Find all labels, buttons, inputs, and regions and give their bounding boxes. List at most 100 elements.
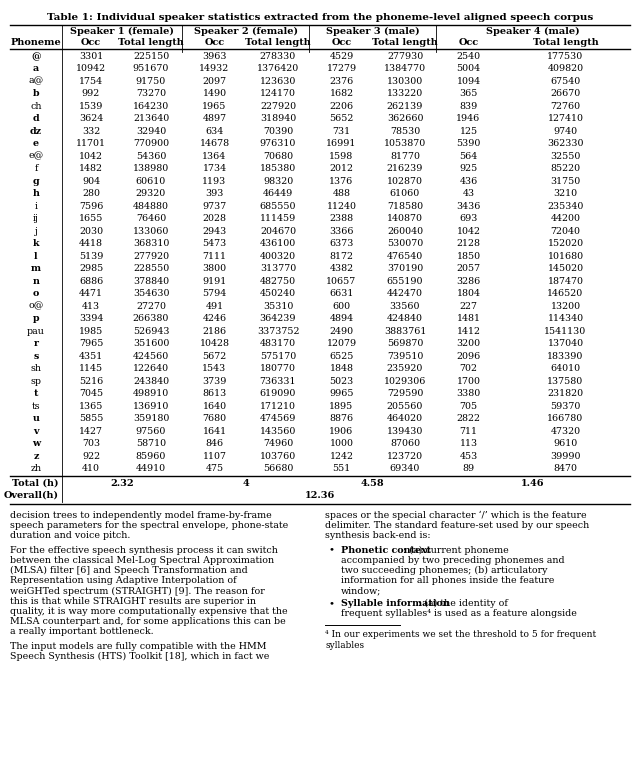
Text: 9191: 9191 <box>202 277 227 285</box>
Text: 11701: 11701 <box>76 139 106 148</box>
Text: h: h <box>33 189 40 198</box>
Text: 705: 705 <box>460 402 477 411</box>
Text: 3394: 3394 <box>79 314 103 323</box>
Text: 1804: 1804 <box>456 289 481 298</box>
Text: 1145: 1145 <box>79 364 103 373</box>
Text: 122640: 122640 <box>133 364 169 373</box>
Text: 569870: 569870 <box>387 339 423 348</box>
Text: 1107: 1107 <box>202 452 227 461</box>
Text: 70390: 70390 <box>263 127 293 136</box>
Text: 5139: 5139 <box>79 252 103 261</box>
Text: 318940: 318940 <box>260 115 296 123</box>
Text: v: v <box>33 427 39 436</box>
Text: 482750: 482750 <box>260 277 296 285</box>
Text: 164230: 164230 <box>133 102 169 111</box>
Text: a really important bottleneck.: a really important bottleneck. <box>10 628 154 636</box>
Text: : (a) the identity of: : (a) the identity of <box>418 599 508 608</box>
Text: Occ: Occ <box>81 38 101 47</box>
Text: j: j <box>35 227 37 236</box>
Text: 9965: 9965 <box>329 389 354 398</box>
Text: pau: pau <box>27 327 45 335</box>
Text: 5390: 5390 <box>456 139 481 148</box>
Text: 85220: 85220 <box>550 164 580 173</box>
Text: 35310: 35310 <box>263 302 293 310</box>
Text: 1042: 1042 <box>79 152 103 161</box>
Text: 424560: 424560 <box>133 351 169 361</box>
Text: 69340: 69340 <box>390 465 420 474</box>
Text: Total length: Total length <box>245 38 311 47</box>
Text: 1242: 1242 <box>330 452 353 461</box>
Text: 2943: 2943 <box>202 227 227 236</box>
Text: 11240: 11240 <box>326 202 356 211</box>
Text: 204670: 204670 <box>260 227 296 236</box>
Text: sp: sp <box>31 376 42 386</box>
Text: 5004: 5004 <box>456 65 481 74</box>
Text: 227920: 227920 <box>260 102 296 111</box>
Text: 2028: 2028 <box>202 214 227 223</box>
Text: 262139: 262139 <box>387 102 423 111</box>
Text: 123630: 123630 <box>260 77 296 86</box>
Text: 450240: 450240 <box>260 289 296 298</box>
Text: 76460: 76460 <box>136 214 166 223</box>
Text: 3380: 3380 <box>456 389 481 398</box>
Text: 67540: 67540 <box>550 77 580 86</box>
Text: 351600: 351600 <box>133 339 169 348</box>
Text: Total length: Total length <box>532 38 598 47</box>
Text: 136910: 136910 <box>133 402 169 411</box>
Text: 453: 453 <box>460 452 477 461</box>
Text: 97560: 97560 <box>136 427 166 436</box>
Text: a: a <box>33 65 39 74</box>
Text: 1193: 1193 <box>202 177 227 186</box>
Text: 2186: 2186 <box>202 327 227 335</box>
Text: Total length: Total length <box>372 38 438 47</box>
Text: 1985: 1985 <box>79 327 103 335</box>
Text: 634: 634 <box>205 127 223 136</box>
Text: 4382: 4382 <box>330 264 353 273</box>
Text: 3373752: 3373752 <box>257 327 300 335</box>
Text: l: l <box>34 252 38 261</box>
Text: m: m <box>31 264 41 273</box>
Text: 436100: 436100 <box>260 239 296 248</box>
Text: 1598: 1598 <box>330 152 354 161</box>
Text: 81770: 81770 <box>390 152 420 161</box>
Text: 2057: 2057 <box>456 264 481 273</box>
Text: 278330: 278330 <box>260 52 296 61</box>
Text: 137580: 137580 <box>547 376 584 386</box>
Text: 1640: 1640 <box>202 402 227 411</box>
Text: 2128: 2128 <box>456 239 481 248</box>
Text: 7045: 7045 <box>79 389 103 398</box>
Text: 133220: 133220 <box>387 90 423 98</box>
Text: 44200: 44200 <box>550 214 580 223</box>
Text: 474569: 474569 <box>260 414 296 424</box>
Text: 839: 839 <box>460 102 477 111</box>
Text: 31750: 31750 <box>550 177 580 186</box>
Text: 410: 410 <box>82 465 100 474</box>
Text: 7680: 7680 <box>202 414 227 424</box>
Text: zh: zh <box>31 465 42 474</box>
Text: 7111: 7111 <box>202 252 227 261</box>
Text: 3624: 3624 <box>79 115 103 123</box>
Text: 464020: 464020 <box>387 414 423 424</box>
Text: 70680: 70680 <box>263 152 293 161</box>
Text: 2097: 2097 <box>202 77 227 86</box>
Text: MLSA counterpart and, for some applications this can be: MLSA counterpart and, for some applicati… <box>10 617 285 626</box>
Text: 685550: 685550 <box>260 202 296 211</box>
Text: 619090: 619090 <box>260 389 296 398</box>
Text: s: s <box>33 351 38 361</box>
Text: 152020: 152020 <box>547 239 584 248</box>
Text: 359180: 359180 <box>133 414 169 424</box>
Text: 87060: 87060 <box>390 439 420 449</box>
Text: 1734: 1734 <box>202 164 227 173</box>
Text: ⁴ In our experiments we set the threshold to 5 for frequent: ⁴ In our experiments we set the threshol… <box>325 631 596 639</box>
Text: 5855: 5855 <box>79 414 103 424</box>
Text: 368310: 368310 <box>133 239 169 248</box>
Text: 3200: 3200 <box>456 339 481 348</box>
Text: 1364: 1364 <box>202 152 227 161</box>
Text: 183390: 183390 <box>547 351 584 361</box>
Text: 1965: 1965 <box>202 102 227 111</box>
Text: 98320: 98320 <box>263 177 293 186</box>
Text: Speaker 1 (female): Speaker 1 (female) <box>70 27 174 36</box>
Text: 476540: 476540 <box>387 252 423 261</box>
Text: 313770: 313770 <box>260 264 296 273</box>
Text: 483170: 483170 <box>260 339 296 348</box>
